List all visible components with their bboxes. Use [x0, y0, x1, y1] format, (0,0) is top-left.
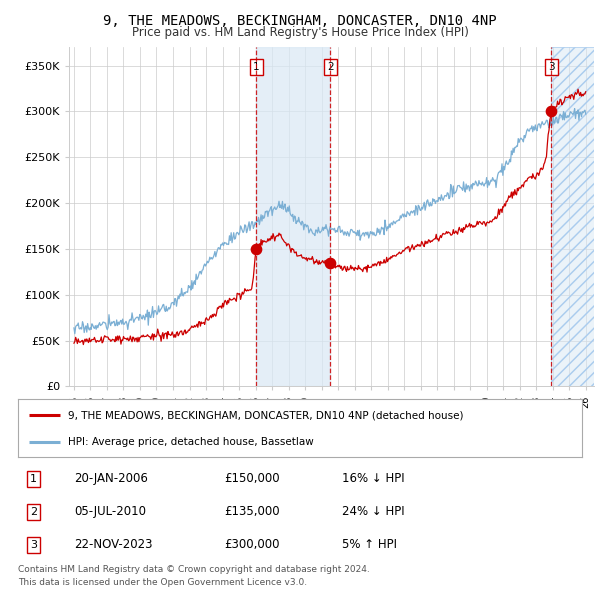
Text: £300,000: £300,000	[224, 538, 280, 552]
Bar	[551, 47, 594, 386]
Text: 24% ↓ HPI: 24% ↓ HPI	[342, 505, 405, 519]
Text: 20-JAN-2006: 20-JAN-2006	[74, 472, 148, 486]
Text: 05-JUL-2010: 05-JUL-2010	[74, 505, 146, 519]
Text: 3: 3	[548, 63, 554, 73]
Bar	[256, 47, 330, 386]
Text: 22-NOV-2023: 22-NOV-2023	[74, 538, 153, 552]
Text: HPI: Average price, detached house, Bassetlaw: HPI: Average price, detached house, Bass…	[68, 437, 313, 447]
Text: 16% ↓ HPI: 16% ↓ HPI	[342, 472, 405, 486]
Point	[251, 244, 261, 254]
Text: 1: 1	[30, 474, 37, 484]
Text: 2: 2	[30, 507, 37, 517]
Text: 3: 3	[30, 540, 37, 550]
Text: 9, THE MEADOWS, BECKINGHAM, DONCASTER, DN10 4NP: 9, THE MEADOWS, BECKINGHAM, DONCASTER, D…	[103, 14, 497, 28]
Text: £135,000: £135,000	[224, 505, 280, 519]
Text: 5% ↑ HPI: 5% ↑ HPI	[342, 538, 397, 552]
Point	[546, 107, 556, 116]
Text: 1: 1	[253, 63, 260, 73]
Text: £150,000: £150,000	[224, 472, 280, 486]
Bar	[551, 47, 594, 386]
Text: Contains HM Land Registry data © Crown copyright and database right 2024.
This d: Contains HM Land Registry data © Crown c…	[18, 565, 370, 586]
Point	[325, 258, 335, 267]
Text: 9, THE MEADOWS, BECKINGHAM, DONCASTER, DN10 4NP (detached house): 9, THE MEADOWS, BECKINGHAM, DONCASTER, D…	[68, 410, 463, 420]
Text: Price paid vs. HM Land Registry's House Price Index (HPI): Price paid vs. HM Land Registry's House …	[131, 26, 469, 39]
Text: 2: 2	[327, 63, 334, 73]
